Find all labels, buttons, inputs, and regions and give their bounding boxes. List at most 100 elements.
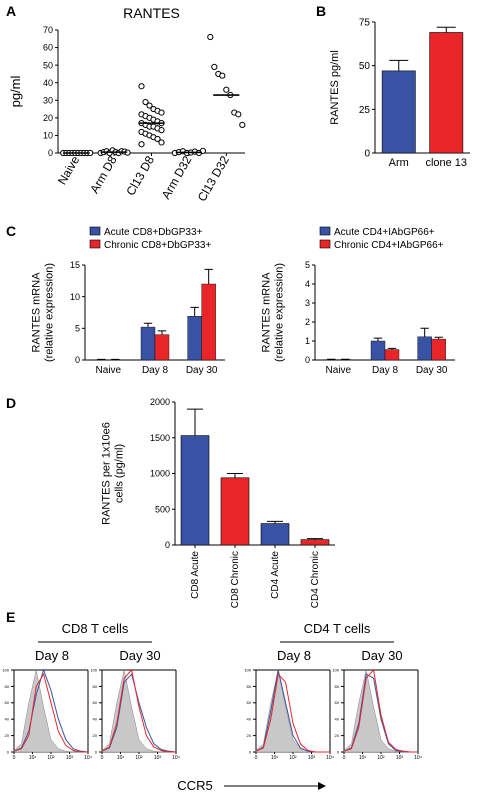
- x-tick-label: CD8 Acute: [190, 551, 201, 599]
- legend-swatch: [89, 239, 101, 249]
- y-tick-label: 60: [93, 700, 98, 705]
- x-tick-label: 10³: [66, 755, 74, 761]
- data-point: [158, 139, 165, 146]
- x-tick-label: 10³: [308, 755, 316, 761]
- day-header: Day 8: [35, 648, 69, 663]
- data-point: [154, 135, 161, 143]
- day-header: Day 30: [361, 648, 402, 663]
- legend-label: Acute CD4+IAbGP66+: [334, 227, 435, 238]
- histogram-line: [343, 668, 418, 753]
- x-tick-label: Arm: [389, 157, 409, 169]
- x-tick-label: 0: [13, 755, 16, 761]
- x-tick-label: Arm D32: [159, 153, 195, 201]
- x-tick-label: 10¹: [359, 755, 367, 761]
- panel-label: A: [6, 3, 16, 19]
- panel-label: C: [6, 223, 16, 239]
- x-tick-label: Cl13 D32: [195, 153, 232, 204]
- y-axis-label: (relative expression): [44, 263, 56, 362]
- y-tick-label: 2000: [150, 397, 170, 407]
- histogram-line: [13, 672, 88, 753]
- y-tick-label: 20: [335, 733, 340, 738]
- y-tick-label: 10: [70, 292, 80, 302]
- chart-title: RANTES: [123, 5, 180, 21]
- y-tick-label: 0: [305, 355, 310, 365]
- x-tick-label: Naive: [326, 365, 352, 376]
- bar: [260, 523, 290, 546]
- x-tick-label: 10²: [289, 755, 297, 761]
- group-header: CD8 T cells: [62, 621, 129, 636]
- y-tick-label: 20: [93, 733, 98, 738]
- y-tick-label: 40: [5, 717, 10, 722]
- y-tick-label: 30: [43, 95, 53, 105]
- bar: [300, 539, 330, 546]
- data-point: [158, 127, 165, 134]
- error-bar: [157, 330, 167, 335]
- y-tick-label: 15: [70, 260, 80, 270]
- y-tick-label: 5: [75, 323, 80, 333]
- x-tick-label: Naive: [55, 153, 83, 187]
- y-tick-label: 75: [359, 18, 371, 29]
- bar: [154, 334, 170, 361]
- y-tick-label: 500: [155, 504, 170, 514]
- x-tick-label: CD8 Chronic: [230, 551, 241, 608]
- x-tick-label: 10⁴: [84, 755, 92, 761]
- x-tick-label: 10¹: [271, 755, 279, 761]
- group-header: CD4 T cells: [304, 621, 371, 636]
- legend-swatch: [319, 239, 331, 249]
- histogram-area: [101, 669, 176, 753]
- y-tick-label: 60: [247, 700, 252, 705]
- y-tick-label: 25: [359, 105, 371, 116]
- x-tick-label: Day 30: [416, 365, 448, 376]
- y-tick-label: 0: [249, 749, 252, 754]
- y-tick-label: 60: [335, 700, 340, 705]
- error-bar: [389, 59, 409, 71]
- y-tick-label: 100: [2, 667, 9, 672]
- bar: [417, 336, 432, 361]
- bar: [220, 477, 250, 546]
- data-point: [235, 111, 242, 118]
- bar: [431, 338, 446, 361]
- x-tick-label: 10⁴: [172, 755, 180, 761]
- y-tick-label: 1000: [150, 469, 170, 479]
- x-tick-label: 10⁴: [414, 755, 422, 761]
- bar: [201, 283, 216, 361]
- legend-label: Chronic CD8+DbGP33+: [104, 240, 211, 251]
- y-tick-label: 20: [247, 733, 252, 738]
- histogram-line: [13, 668, 89, 753]
- data-point: [138, 141, 145, 148]
- day-header: Day 30: [119, 648, 160, 663]
- bar: [187, 316, 202, 361]
- legend-label: Chronic CD4+IAbGP66+: [334, 240, 444, 251]
- y-tick-label: 4: [305, 279, 310, 289]
- bar: [370, 340, 386, 361]
- day-header: Day 8: [277, 648, 311, 663]
- y-tick-label: 10: [43, 131, 53, 141]
- x-tick-label: 10⁴: [326, 755, 334, 761]
- histogram-line: [101, 668, 176, 753]
- x-tick-label: CD4 Chronic: [310, 551, 321, 608]
- error-bar: [187, 408, 203, 436]
- y-tick-label: 1: [305, 336, 310, 346]
- y-tick-label: 60: [43, 43, 53, 53]
- y-tick-label: 40: [43, 78, 53, 88]
- x-tick-label: 10²: [47, 755, 55, 761]
- y-tick-label: 0: [48, 148, 53, 158]
- y-tick-label: 80: [5, 684, 10, 689]
- x-axis-label: CCR5: [177, 778, 212, 793]
- y-axis-label: RANTES mRNA: [261, 272, 273, 353]
- error-bar: [267, 520, 283, 524]
- y-tick-label: 80: [335, 684, 340, 689]
- bar: [384, 349, 400, 361]
- bar: [180, 435, 210, 546]
- data-point: [239, 121, 246, 128]
- y-tick-label: 0: [7, 749, 10, 754]
- error-bar: [143, 322, 153, 328]
- x-tick-label: 10³: [396, 755, 404, 761]
- legend-swatch: [89, 226, 101, 236]
- error-bar: [434, 336, 443, 340]
- y-tick-label: 100: [244, 667, 251, 672]
- error-bar: [436, 26, 456, 33]
- y-axis-label: RANTES mRNA: [31, 272, 43, 353]
- y-axis-label: (relative expression): [274, 263, 286, 362]
